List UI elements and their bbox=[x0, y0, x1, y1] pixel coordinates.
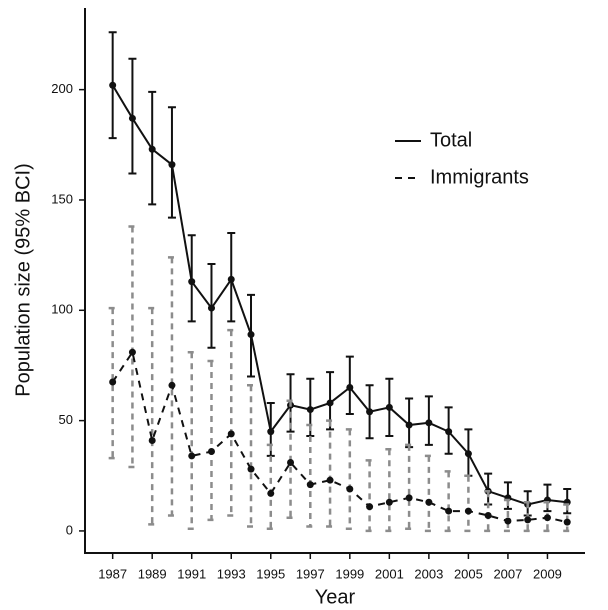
data-point bbox=[504, 517, 512, 525]
data-point bbox=[425, 419, 433, 427]
x-tick-label: 1999 bbox=[335, 566, 364, 581]
y-tick-label: 50 bbox=[59, 412, 73, 427]
data-point bbox=[524, 516, 532, 524]
data-point bbox=[385, 498, 393, 506]
x-tick-label: 2007 bbox=[493, 566, 522, 581]
x-tick-label: 1993 bbox=[217, 566, 246, 581]
data-point bbox=[484, 511, 492, 519]
data-point bbox=[207, 304, 215, 312]
data-point bbox=[247, 465, 255, 473]
data-point bbox=[109, 378, 117, 386]
data-point bbox=[227, 430, 235, 438]
data-point bbox=[366, 408, 374, 416]
error-bar bbox=[167, 256, 176, 517]
data-point bbox=[287, 459, 295, 467]
data-point bbox=[148, 145, 156, 153]
data-point bbox=[346, 384, 354, 392]
error-bar bbox=[326, 419, 335, 528]
data-point bbox=[306, 406, 314, 414]
legend-label: Total bbox=[430, 129, 472, 151]
error-bar bbox=[128, 225, 137, 469]
series-line bbox=[111, 84, 568, 506]
data-point bbox=[247, 331, 255, 339]
data-point bbox=[326, 476, 334, 484]
data-point bbox=[346, 485, 354, 493]
y-tick-label: 200 bbox=[51, 81, 73, 96]
y-tick-label: 150 bbox=[51, 191, 73, 206]
error-bar bbox=[385, 448, 394, 533]
error-bar bbox=[148, 306, 157, 526]
error-bar bbox=[464, 474, 473, 533]
x-tick-label: 1987 bbox=[98, 566, 127, 581]
x-axis-title: Year bbox=[315, 586, 356, 608]
data-point bbox=[168, 381, 176, 389]
error-bar bbox=[365, 459, 374, 533]
x-tick-label: 1995 bbox=[256, 566, 285, 581]
error-bar bbox=[444, 470, 453, 533]
data-point bbox=[326, 399, 334, 407]
data-point bbox=[366, 503, 374, 511]
data-point bbox=[188, 278, 196, 286]
error-bar bbox=[484, 489, 493, 533]
error-bar bbox=[306, 423, 315, 528]
x-tick-label: 1991 bbox=[177, 566, 206, 581]
data-point bbox=[267, 489, 275, 497]
error-bar bbox=[345, 428, 354, 530]
error-bar bbox=[424, 454, 433, 533]
data-point bbox=[306, 481, 314, 489]
data-point bbox=[405, 494, 413, 502]
y-tick-label: 100 bbox=[51, 302, 73, 317]
x-tick-label: 2009 bbox=[533, 566, 562, 581]
error-bar bbox=[503, 498, 512, 533]
series-line bbox=[111, 349, 568, 524]
x-tick-label: 1997 bbox=[296, 566, 325, 581]
data-point bbox=[188, 452, 196, 460]
data-point bbox=[445, 507, 453, 515]
data-point bbox=[128, 114, 136, 122]
data-point bbox=[227, 275, 235, 283]
data-point bbox=[464, 450, 472, 458]
error-bar bbox=[207, 359, 216, 522]
x-tick-label: 2003 bbox=[414, 566, 443, 581]
data-point bbox=[543, 514, 551, 522]
data-point bbox=[385, 403, 393, 411]
error-bar bbox=[227, 328, 236, 517]
data-point bbox=[425, 498, 433, 506]
data-point bbox=[207, 448, 215, 456]
error-bar bbox=[187, 350, 196, 530]
error-bar bbox=[108, 306, 117, 460]
error-bar bbox=[266, 443, 275, 530]
data-point bbox=[445, 428, 453, 436]
y-axis-title: Population size (95% BCI) bbox=[12, 163, 34, 396]
error-bar bbox=[563, 503, 572, 533]
data-point bbox=[168, 161, 176, 169]
y-tick-label: 0 bbox=[66, 522, 73, 537]
data-point bbox=[109, 81, 117, 89]
legend-label: Immigrants bbox=[430, 166, 529, 188]
x-tick-label: 1989 bbox=[138, 566, 167, 581]
data-point bbox=[563, 518, 571, 526]
data-point bbox=[405, 421, 413, 429]
data-point bbox=[267, 428, 275, 436]
data-point bbox=[464, 507, 472, 515]
x-tick-label: 2005 bbox=[454, 566, 483, 581]
error-bar bbox=[247, 384, 256, 528]
x-tick-label: 2001 bbox=[375, 566, 404, 581]
data-point bbox=[128, 348, 136, 356]
error-bar bbox=[405, 443, 414, 530]
data-point bbox=[148, 436, 156, 444]
